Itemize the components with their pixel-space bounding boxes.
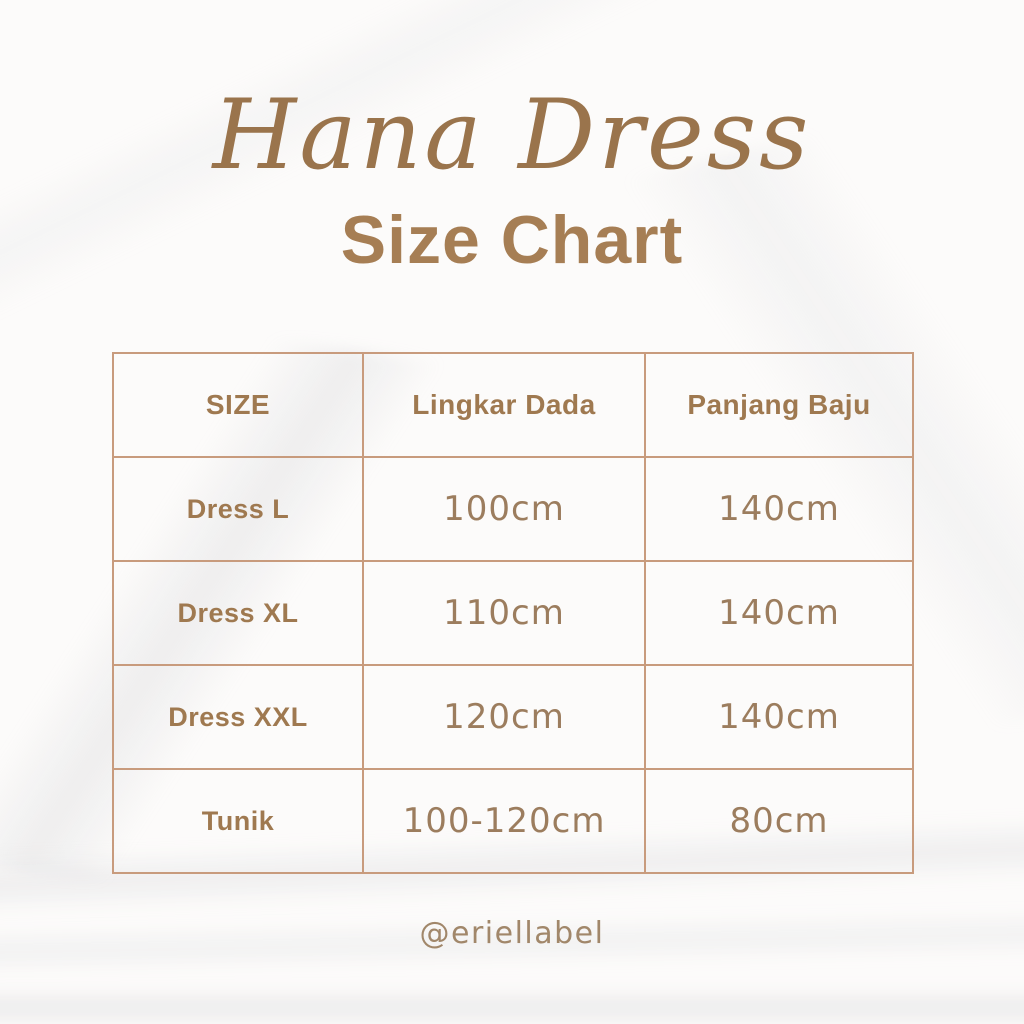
column-header-size: SIZE xyxy=(112,352,364,458)
measurement-cell: 100cm xyxy=(362,456,646,562)
social-handle: @eriellabel xyxy=(419,916,605,951)
background-wave xyxy=(0,975,1024,1024)
size-cell: Tunik xyxy=(112,768,364,874)
column-header-panjang-baju: Panjang Baju xyxy=(644,352,914,458)
table-row: Dress L 100cm 140cm xyxy=(112,456,914,562)
page-title: Size Chart xyxy=(340,202,684,278)
brand-script-title: Hana Dress xyxy=(212,79,812,191)
size-cell: Dress L xyxy=(112,456,364,562)
measurement-cell: 110cm xyxy=(362,560,646,666)
column-header-lingkar-dada: Lingkar Dada xyxy=(362,352,646,458)
table-header-row: SIZE Lingkar Dada Panjang Baju xyxy=(112,352,914,458)
size-table: SIZE Lingkar Dada Panjang Baju Dress L 10… xyxy=(112,352,914,874)
table-row: Dress XXL 120cm 140cm xyxy=(112,664,914,770)
table-row: Tunik 100-120cm 80cm xyxy=(112,768,914,874)
measurement-cell: 140cm xyxy=(644,664,914,770)
measurement-cell: 100-120cm xyxy=(362,768,646,874)
size-cell: Dress XL xyxy=(112,560,364,666)
measurement-cell: 120cm xyxy=(362,664,646,770)
measurement-cell: 140cm xyxy=(644,560,914,666)
measurement-cell: 80cm xyxy=(644,768,914,874)
measurement-cell: 140cm xyxy=(644,456,914,562)
table-row: Dress XL 110cm 140cm xyxy=(112,560,914,666)
size-cell: Dress XXL xyxy=(112,664,364,770)
